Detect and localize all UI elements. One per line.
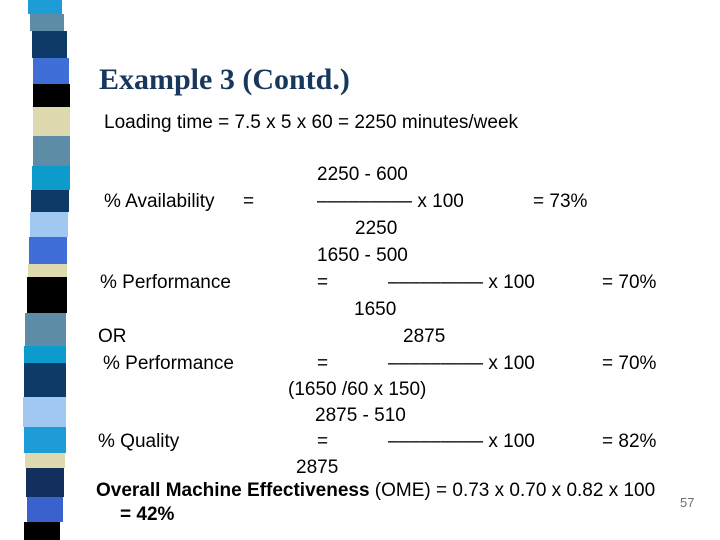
decorative-ribbon bbox=[0, 0, 90, 540]
performance1-equals: = bbox=[317, 272, 329, 293]
or-label: OR bbox=[98, 326, 127, 347]
ribbon-block-9 bbox=[30, 212, 68, 237]
ome-line-bold-part: Overall Machine Effectiveness bbox=[96, 480, 370, 501]
quality-fraction-line: ––––––––– x 100 bbox=[388, 431, 535, 452]
performance2-result: = 70% bbox=[602, 353, 657, 374]
ribbon-block-2 bbox=[32, 31, 67, 58]
ribbon-block-20 bbox=[27, 497, 63, 522]
ribbon-block-12 bbox=[27, 277, 67, 313]
quality-result: = 82% bbox=[602, 431, 657, 452]
ome-result: = 42% bbox=[120, 504, 175, 525]
ribbon-block-21 bbox=[24, 522, 60, 540]
ribbon-block-3 bbox=[33, 58, 69, 84]
availability-label: % Availability bbox=[104, 191, 215, 212]
performance2-fraction-line: ––––––––– x 100 bbox=[388, 353, 535, 374]
availability-denominator: 2250 bbox=[355, 218, 398, 239]
availability-numerator: 2250 - 600 bbox=[317, 164, 408, 185]
ribbon-block-13 bbox=[25, 313, 66, 346]
ribbon-block-16 bbox=[23, 397, 66, 427]
availability-result: = 73% bbox=[533, 191, 588, 212]
ribbon-block-6 bbox=[33, 136, 70, 166]
availability-fraction-line: ––––––––– x 100 bbox=[317, 191, 464, 212]
loading-time-line: Loading time = 7.5 x 5 x 60 = 2250 minut… bbox=[104, 112, 519, 133]
ribbon-block-0 bbox=[28, 0, 62, 14]
performance2-label: % Performance bbox=[103, 353, 234, 374]
quality-denominator: 2875 bbox=[296, 457, 339, 478]
performance1-denominator: 1650 bbox=[354, 299, 397, 320]
ribbon-block-8 bbox=[31, 190, 69, 212]
quality-numerator: 2875 - 510 bbox=[315, 405, 406, 426]
ribbon-block-10 bbox=[29, 237, 67, 264]
ribbon-block-7 bbox=[32, 166, 70, 190]
quality-label: % Quality bbox=[98, 431, 180, 452]
ribbon-block-11 bbox=[28, 264, 67, 277]
ribbon-block-15 bbox=[24, 363, 66, 397]
performance2-numerator: 2875 bbox=[403, 326, 446, 347]
ome-line-formula-part: (OME) = 0.73 x 0.70 x 0.82 x 100 bbox=[369, 480, 656, 501]
ribbon-block-19 bbox=[26, 468, 64, 497]
ribbon-block-5 bbox=[33, 107, 70, 136]
ribbon-block-4 bbox=[33, 84, 70, 107]
performance2-note: (1650 /60 x 150) bbox=[288, 379, 427, 400]
performance2-equals: = bbox=[317, 353, 329, 374]
page-number: 57 bbox=[680, 495, 695, 510]
ome-line: Overall Machine Effectiveness (OME) = 0.… bbox=[96, 480, 655, 501]
ribbon-block-17 bbox=[24, 427, 66, 453]
performance1-result: = 70% bbox=[602, 272, 657, 293]
performance1-numerator: 1650 - 500 bbox=[317, 245, 408, 266]
performance1-fraction-line: ––––––––– x 100 bbox=[388, 272, 535, 293]
quality-equals: = bbox=[317, 431, 329, 452]
ribbon-block-18 bbox=[25, 453, 65, 468]
availability-equals: = bbox=[243, 191, 255, 212]
performance1-label: % Performance bbox=[100, 272, 231, 293]
page-title: Example 3 (Contd.) bbox=[99, 63, 350, 96]
ribbon-block-1 bbox=[30, 14, 64, 31]
ribbon-block-14 bbox=[24, 346, 66, 363]
